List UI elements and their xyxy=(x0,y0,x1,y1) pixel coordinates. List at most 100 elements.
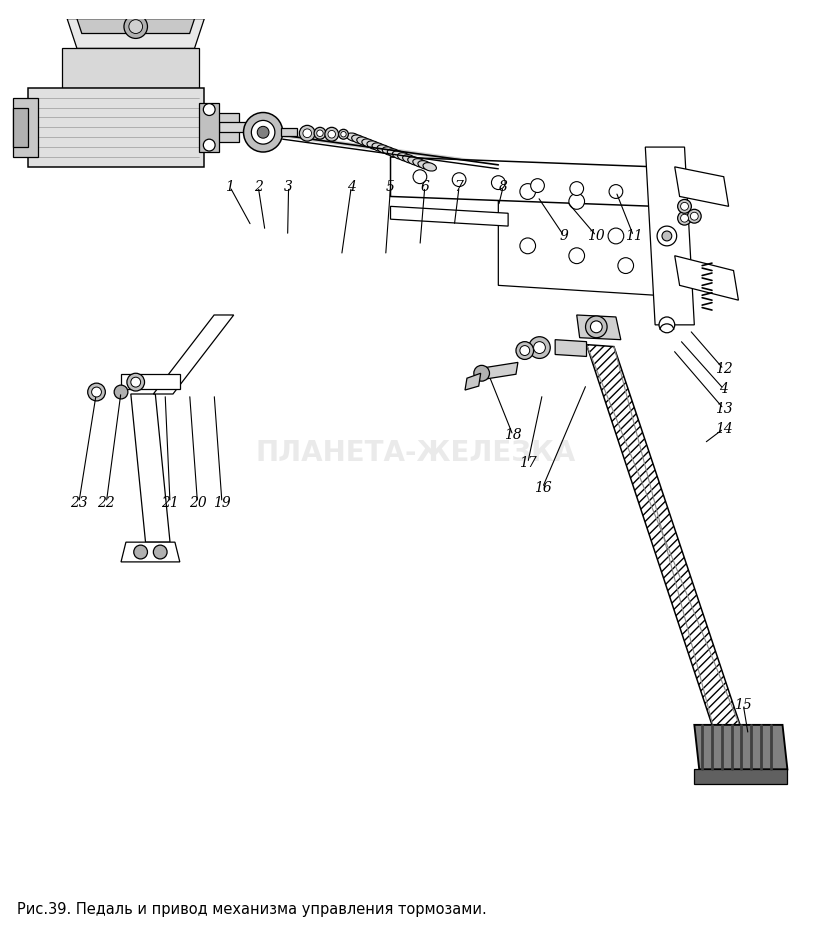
Ellipse shape xyxy=(367,141,380,149)
Ellipse shape xyxy=(408,157,421,165)
Circle shape xyxy=(591,321,602,333)
Text: 8: 8 xyxy=(498,179,508,193)
Polygon shape xyxy=(675,256,739,300)
Polygon shape xyxy=(484,362,518,379)
Circle shape xyxy=(687,209,701,223)
Circle shape xyxy=(659,317,675,333)
Polygon shape xyxy=(62,49,200,88)
Circle shape xyxy=(677,200,691,213)
Ellipse shape xyxy=(393,150,406,159)
Polygon shape xyxy=(121,542,180,562)
Circle shape xyxy=(203,104,215,116)
Circle shape xyxy=(609,185,623,198)
Text: 19: 19 xyxy=(213,496,230,510)
Circle shape xyxy=(681,203,688,210)
Polygon shape xyxy=(153,315,234,394)
Text: 3: 3 xyxy=(285,179,293,193)
Circle shape xyxy=(677,211,691,225)
Circle shape xyxy=(314,127,326,139)
Polygon shape xyxy=(121,375,180,389)
Polygon shape xyxy=(390,206,508,226)
Text: 1: 1 xyxy=(225,179,235,193)
Ellipse shape xyxy=(382,147,396,155)
Circle shape xyxy=(244,112,283,152)
Ellipse shape xyxy=(347,133,360,141)
Circle shape xyxy=(87,383,106,401)
Text: 4: 4 xyxy=(720,382,728,396)
Text: 21: 21 xyxy=(161,496,179,510)
Text: 15: 15 xyxy=(735,698,752,712)
Text: 22: 22 xyxy=(97,496,115,510)
Circle shape xyxy=(153,545,167,559)
Circle shape xyxy=(92,387,102,397)
Text: 5: 5 xyxy=(386,179,395,193)
Polygon shape xyxy=(77,19,195,34)
Circle shape xyxy=(662,231,671,241)
Circle shape xyxy=(657,226,676,246)
Text: 9: 9 xyxy=(560,229,568,243)
Circle shape xyxy=(520,184,536,200)
Circle shape xyxy=(569,193,585,209)
Polygon shape xyxy=(555,340,587,357)
Circle shape xyxy=(691,212,698,220)
Text: ПЛАНЕТА-ЖЕЛЕЗКА: ПЛАНЕТА-ЖЕЛЕЗКА xyxy=(256,439,576,467)
Circle shape xyxy=(303,129,311,137)
Circle shape xyxy=(257,126,269,138)
Circle shape xyxy=(453,173,466,187)
Ellipse shape xyxy=(403,155,416,163)
Polygon shape xyxy=(219,122,253,133)
Text: 2: 2 xyxy=(254,179,263,193)
Ellipse shape xyxy=(423,163,437,171)
Circle shape xyxy=(339,129,349,139)
Polygon shape xyxy=(200,103,219,152)
Ellipse shape xyxy=(418,161,431,169)
Circle shape xyxy=(531,178,544,192)
Polygon shape xyxy=(577,315,621,340)
Circle shape xyxy=(413,170,427,184)
Ellipse shape xyxy=(413,159,426,167)
Polygon shape xyxy=(695,770,787,785)
Circle shape xyxy=(114,385,128,399)
Circle shape xyxy=(520,238,536,254)
Circle shape xyxy=(324,127,339,141)
Ellipse shape xyxy=(352,134,365,144)
Text: 23: 23 xyxy=(70,496,87,510)
Polygon shape xyxy=(280,128,297,136)
Circle shape xyxy=(129,20,142,34)
Circle shape xyxy=(134,545,147,559)
Polygon shape xyxy=(28,88,205,167)
Ellipse shape xyxy=(362,139,375,148)
Polygon shape xyxy=(390,157,655,206)
Circle shape xyxy=(618,258,633,274)
Polygon shape xyxy=(695,725,787,770)
Polygon shape xyxy=(13,107,28,147)
Text: 13: 13 xyxy=(715,402,733,416)
Ellipse shape xyxy=(357,137,370,146)
Polygon shape xyxy=(205,112,239,142)
Text: 12: 12 xyxy=(715,362,733,376)
Circle shape xyxy=(570,181,583,195)
Polygon shape xyxy=(67,19,205,49)
Circle shape xyxy=(492,176,505,190)
Circle shape xyxy=(203,139,215,151)
Circle shape xyxy=(473,365,489,381)
Text: 6: 6 xyxy=(420,179,429,193)
Polygon shape xyxy=(498,167,655,295)
Text: 17: 17 xyxy=(519,456,537,470)
Text: 20: 20 xyxy=(189,496,206,510)
Ellipse shape xyxy=(377,145,390,153)
Circle shape xyxy=(317,130,323,136)
Ellipse shape xyxy=(398,153,411,162)
Polygon shape xyxy=(675,167,729,206)
Text: 14: 14 xyxy=(715,421,733,435)
Circle shape xyxy=(124,15,147,38)
Circle shape xyxy=(328,131,335,138)
Circle shape xyxy=(533,342,545,353)
Circle shape xyxy=(341,132,346,137)
Circle shape xyxy=(127,374,145,391)
Circle shape xyxy=(569,248,585,263)
Circle shape xyxy=(300,125,315,141)
Polygon shape xyxy=(465,374,481,390)
Polygon shape xyxy=(13,98,37,157)
Text: 7: 7 xyxy=(454,179,463,193)
